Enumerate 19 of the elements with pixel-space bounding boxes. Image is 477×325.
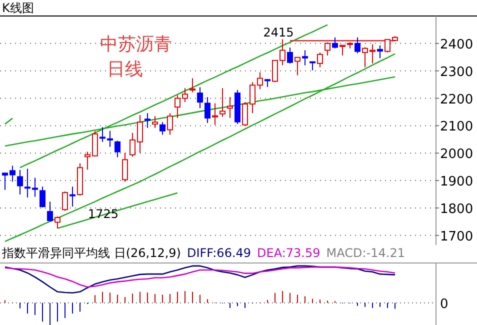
ref-line-label: 0 (440, 296, 448, 312)
annotation: 中苏沥青 (100, 34, 172, 55)
y-tick-label: 2200 (440, 92, 474, 108)
y-tick-label: 2400 (440, 37, 474, 52)
line-series (4, 53, 396, 242)
y-tick-label: 1900 (440, 174, 474, 190)
line-series (56, 192, 178, 229)
y-tick-label: 2000 (440, 147, 474, 162)
annotation: 日线 (107, 59, 143, 80)
chart-title: K线图 (2, 1, 34, 15)
y-tick-label: 1800 (440, 202, 474, 217)
y-tick-label: 1700 (440, 229, 474, 244)
y-tick-label: 2300 (440, 64, 474, 80)
series-label: DIFF:66.49 (186, 246, 252, 260)
text: MACD:-14.21 (326, 246, 405, 260)
series-label: DEA:73.59 (257, 246, 320, 260)
chart-title: 指数平滑异同平均线 日(26,12,9) (1, 246, 181, 260)
y-tick-label: 2100 (440, 120, 474, 135)
annotation: 2415 (263, 25, 294, 40)
